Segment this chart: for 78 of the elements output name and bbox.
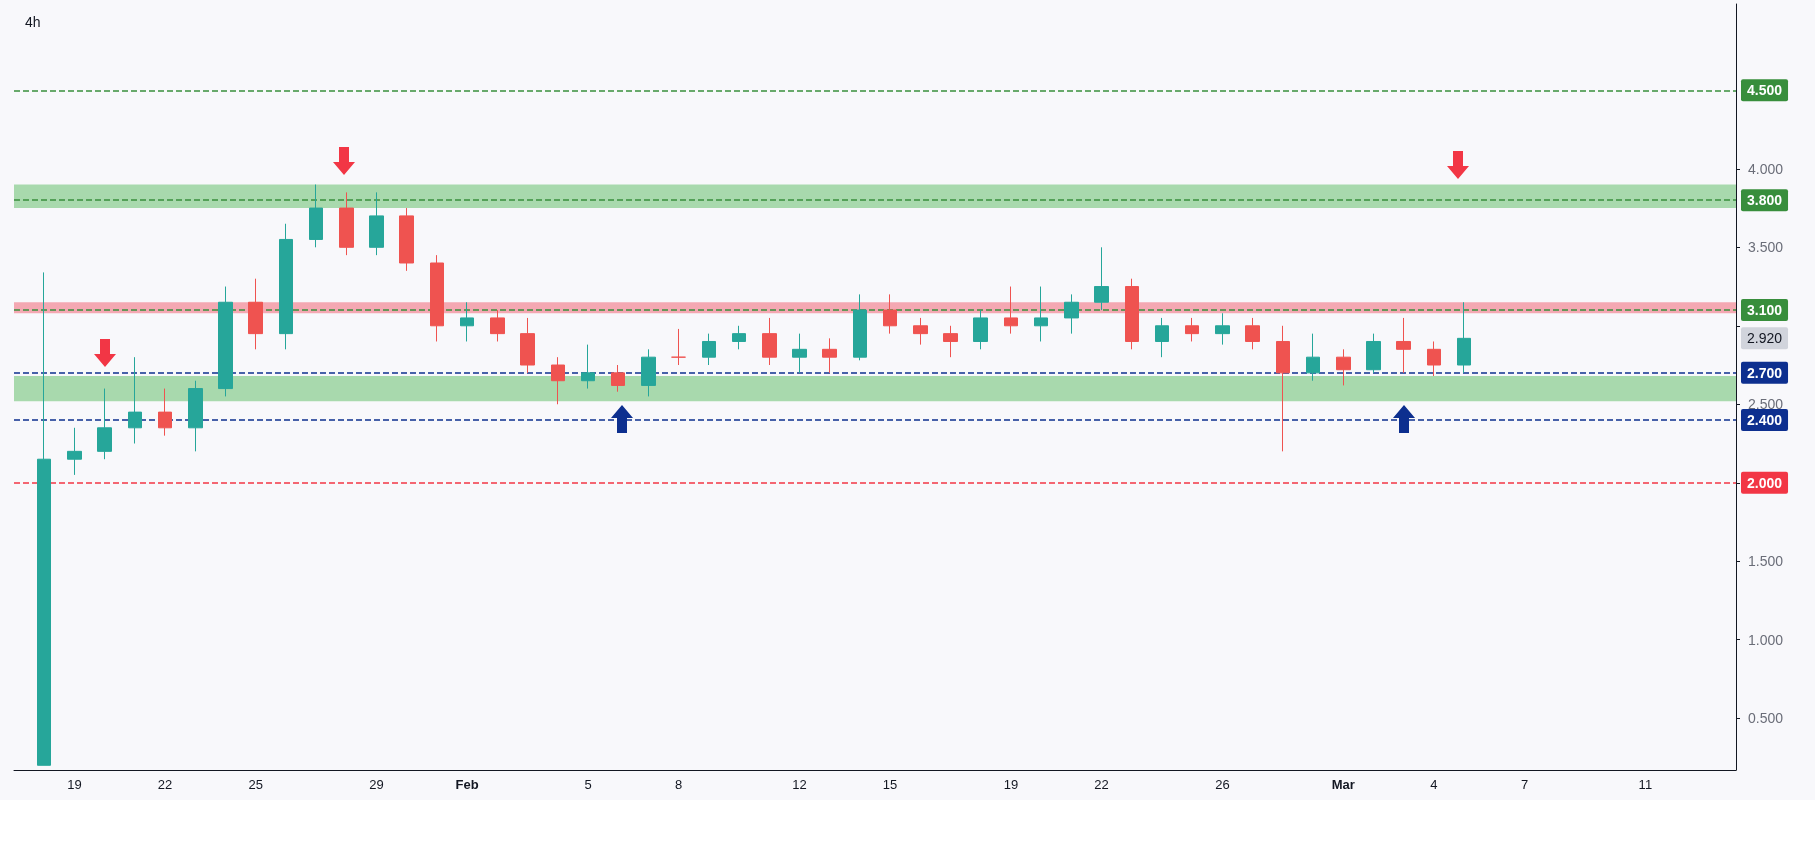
x-tick-label: 12: [792, 777, 807, 792]
x-tick-label: 4: [1430, 777, 1438, 792]
x-tick-label: Mar: [1331, 777, 1355, 792]
x-tick-label: 11: [1638, 777, 1653, 792]
ref-line-label: 2.400: [1747, 411, 1783, 428]
x-tick-label: 25: [248, 777, 263, 792]
y-tick-label: 2.500: [1748, 396, 1784, 413]
candlestick: [37, 271, 51, 766]
candlestick: [188, 380, 203, 452]
candlestick: [792, 333, 807, 374]
candlestick: [973, 309, 988, 350]
candlestick: [128, 356, 142, 445]
candlestick: [1427, 340, 1441, 377]
candlestick: [1306, 333, 1320, 382]
candlestick: [702, 333, 716, 366]
candlestick: [520, 317, 535, 374]
candlestick: [1245, 317, 1260, 350]
candlestick: [581, 344, 595, 390]
x-tick-label: 22: [1094, 777, 1109, 792]
candlestick: [309, 184, 323, 248]
candlestick: [1155, 317, 1169, 358]
y-tick-label: 1.500: [1748, 553, 1784, 570]
x-tick-label: Feb: [455, 777, 479, 792]
candlestick: [853, 293, 867, 361]
candlestick: [762, 317, 777, 366]
candlestick: [1125, 278, 1139, 350]
candlestick: [641, 348, 656, 397]
candlestick: [822, 337, 837, 374]
candlestick: [883, 293, 897, 335]
candlestick: [490, 309, 505, 342]
candlestick: [218, 286, 233, 397]
x-tick-label: 22: [157, 777, 173, 792]
candlestick: [248, 278, 263, 350]
candlestick: [369, 191, 384, 256]
candlestick: [1457, 301, 1471, 374]
candlestick: [339, 191, 354, 256]
candlestick: [551, 356, 565, 405]
x-tick-label: 5: [584, 777, 592, 792]
candlestick: [67, 427, 82, 476]
y-tick-label: 4.000: [1748, 160, 1784, 177]
ref-line-label: 3.800: [1747, 192, 1783, 209]
x-tick-label: 29: [369, 777, 384, 792]
candlestick: [1094, 246, 1109, 311]
candlestick: [399, 207, 414, 272]
y-tick-label: 1.000: [1748, 631, 1784, 648]
candlestick: [943, 325, 958, 358]
candlestick: [1276, 325, 1290, 452]
candlestick: [913, 317, 928, 346]
candlestick: [732, 325, 746, 350]
y-tick-label: 0.500: [1748, 710, 1784, 727]
candlestick: [1396, 317, 1411, 374]
candlestick: [1366, 333, 1381, 374]
x-tick-label: 19: [67, 777, 82, 792]
candlestick: [1336, 348, 1351, 386]
text: 2.920: [1747, 330, 1783, 347]
candlestick: [1064, 293, 1079, 335]
candlestick: [1185, 317, 1199, 342]
candlestick: [430, 254, 444, 342]
candlestick: [460, 301, 474, 342]
candlestick: [1004, 286, 1018, 335]
ref-line-label: 4.500: [1747, 82, 1783, 99]
ref-line-label: 2.700: [1747, 364, 1783, 381]
candlestick: [611, 364, 625, 393]
y-tick-label: 3.500: [1748, 239, 1784, 256]
candlestick: [279, 223, 293, 350]
ref-line-label: 2.000: [1747, 474, 1783, 491]
text: 4h: [25, 14, 41, 30]
x-tick-label: 7: [1520, 777, 1529, 792]
x-tick-label: 19: [1003, 777, 1019, 792]
candlestick: [1215, 312, 1230, 346]
x-tick-label: 15: [882, 777, 898, 792]
candlestick: [158, 388, 172, 437]
ref-line-label: 3.100: [1747, 302, 1783, 319]
x-tick-label: 8: [675, 777, 683, 792]
candlestick: [671, 328, 686, 366]
candlestick: [1034, 286, 1048, 342]
x-tick-label: 26: [1215, 777, 1230, 792]
candlestick: [97, 388, 112, 460]
